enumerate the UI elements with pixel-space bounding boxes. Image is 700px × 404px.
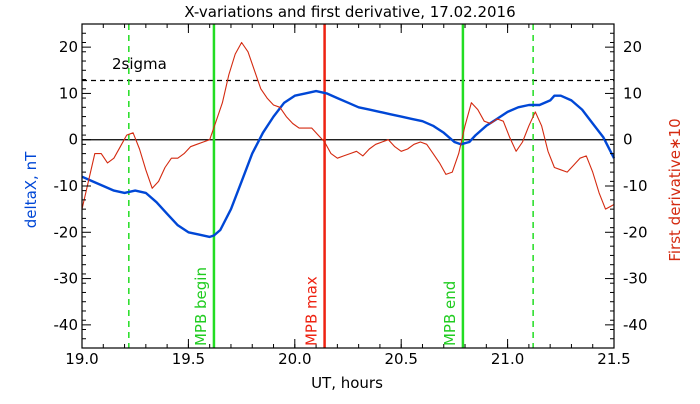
series-line-derivative [81,41,615,210]
x-tick-label-2: 20.0 [278,350,311,368]
y-tick-label-right-5: -30 [623,270,648,288]
y-tick-label-left-5: -30 [54,270,79,288]
y-tick-label-right-0: 20 [623,38,642,56]
x-axis-label: UT, hours [311,374,383,392]
chart-title: X-variations and first derivative, 17.02… [184,3,515,21]
y-tick-label-left-6: -40 [54,316,79,334]
y-tick-label-left-2: 0 [68,131,78,149]
reference-lines [82,24,614,348]
y-tick-label-left-1: 10 [59,84,78,102]
x-tick-label-1: 19.5 [172,350,205,368]
marker-label-mpb-end: MPB end [441,281,459,346]
series-line-deltaX [81,89,616,239]
y-tick-label-left-0: 20 [59,38,78,56]
y-tick-label-right-1: 10 [623,84,642,102]
marker-label-mpb-max: MPB max [303,276,321,346]
x-tick-label-4: 21.0 [491,350,524,368]
y-tick-label-left-4: -20 [54,223,79,241]
y-axis-label-left: deltaX, nT [22,151,40,228]
series-group [81,41,616,239]
y-tick-label-left-3: -10 [54,177,79,195]
y-tick-label-right-2: 0 [623,131,633,149]
marker-label-mpb-begin: MPB begin [192,267,210,346]
axes-group [81,23,615,349]
sigma-label: 2sigma [112,55,167,73]
y-tick-label-right-4: -20 [623,223,648,241]
y-tick-label-right-6: -40 [623,316,648,334]
y-axis-label-right: First derivative∗10 [666,118,684,261]
x-tick-label-0: 19.0 [65,350,98,368]
y-tick-label-right-3: -10 [623,177,648,195]
x-tick-label-3: 20.5 [384,350,417,368]
x-tick-label-5: 21.5 [597,350,630,368]
